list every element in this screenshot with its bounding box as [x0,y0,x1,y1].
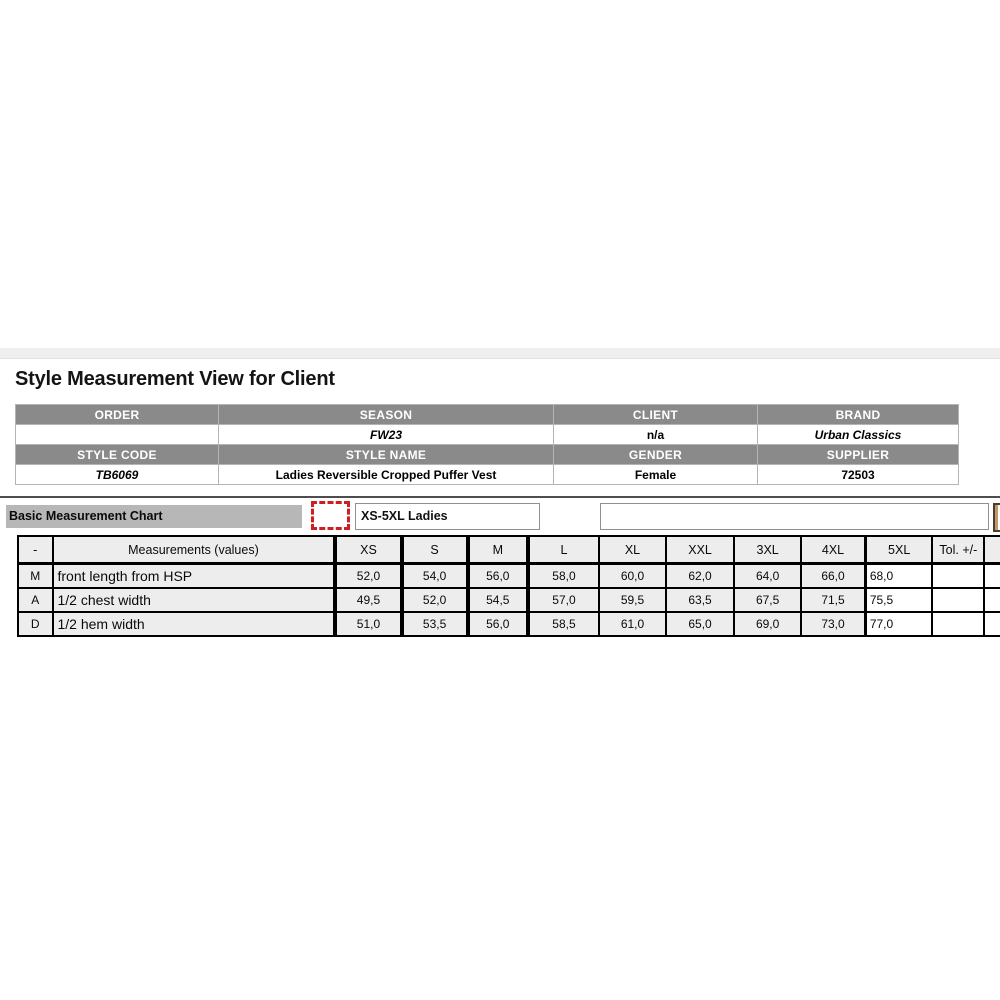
value-cell-5xl: 68,0 [864,562,934,589]
value-cell-5xl: 77,0 [864,611,934,637]
row-code: M [17,562,54,589]
style-info-table: ORDER SEASON CLIENT BRAND FW23 n/a Urban… [15,404,959,485]
season-header: SEASON [218,404,554,425]
cutoff-button[interactable] [993,503,1000,532]
cutoff-cell [983,562,1000,589]
value-cell: 53,5 [400,611,470,637]
cutoff-cell [983,611,1000,637]
value-cell: 69,0 [733,611,803,637]
value-cell: 54,0 [400,562,470,589]
value-cell: 61,0 [597,611,668,637]
comment-input[interactable] [600,503,989,530]
measurement-row-D: D 1/2 hem width 51,0 53,5 56,0 58,5 61,0… [17,611,1000,637]
gender-header: GENDER [553,444,758,465]
value-cell: 49,5 [334,587,404,613]
value-cell: 66,0 [800,562,867,589]
value-cell: 73,0 [800,611,867,637]
value-cell: 63,5 [665,587,736,613]
measurement-table: - Measurements (values) XS S M L XL XXL … [17,535,1000,637]
value-cell: 58,0 [526,562,600,589]
cutoff-header-cell [983,535,1000,565]
measurement-header-row: - Measurements (values) XS S M L XL XXL … [17,535,1000,565]
measurement-row-A: A 1/2 chest width 49,5 52,0 54,5 57,0 59… [17,587,1000,613]
size-header-4xl: 4XL [800,535,867,565]
order-value [15,424,219,445]
cutoff-cell [983,587,1000,613]
size-header-s: S [400,535,470,565]
client-value: n/a [553,424,758,445]
tolerance-header: Tol. +/- [931,535,986,565]
measurement-name: 1/2 hem width [51,611,338,637]
value-cell-5xl: 75,5 [864,587,934,613]
page-title: Style Measurement View for Client [15,368,335,390]
basic-measurement-chart-label: Basic Measurement Chart [6,505,302,528]
measurement-row-M: M front length from HSP 52,0 54,0 56,0 5… [17,562,1000,589]
red-dashed-checkbox[interactable] [311,501,350,530]
style-code-header: STYLE CODE [15,444,219,465]
client-header: CLIENT [553,404,758,425]
info-header-row-1: ORDER SEASON CLIENT BRAND [15,404,959,425]
measurements-header: Measurements (values) [51,535,338,565]
size-header-5xl: 5XL [864,535,934,565]
row-code: D [17,611,54,637]
tolerance-cell[interactable] [931,587,986,613]
tolerance-cell[interactable] [931,562,986,589]
gender-value: Female [553,464,758,485]
corner-header: - [17,535,54,565]
style-name-value: Ladies Reversible Cropped Puffer Vest [218,464,554,485]
value-cell: 64,0 [733,562,803,589]
measurement-name: front length from HSP [51,562,338,589]
size-range-input[interactable]: XS-5XL Ladies [355,503,540,530]
brand-header: BRAND [757,404,959,425]
size-header-xl: XL [597,535,668,565]
order-header: ORDER [15,404,219,425]
value-cell: 67,5 [733,587,803,613]
info-value-row-2: TB6069 Ladies Reversible Cropped Puffer … [15,464,959,485]
supplier-header: SUPPLIER [757,444,959,465]
info-header-row-2: STYLE CODE STYLE NAME GENDER SUPPLIER [15,444,959,465]
cutoff-button-edge [995,505,998,530]
season-value: FW23 [218,424,554,445]
size-header-m: M [466,535,530,565]
section-divider [0,496,1000,498]
value-cell: 57,0 [526,587,600,613]
value-cell: 62,0 [665,562,736,589]
value-cell: 59,5 [597,587,668,613]
value-cell: 71,5 [800,587,867,613]
measurement-name: 1/2 chest width [51,587,338,613]
brand-value: Urban Classics [757,424,959,445]
value-cell: 54,5 [466,587,530,613]
size-header-xs: XS [334,535,404,565]
value-cell: 52,0 [334,562,404,589]
value-cell: 51,0 [334,611,404,637]
value-cell: 56,0 [466,562,530,589]
style-name-header: STYLE NAME [218,444,554,465]
size-header-xxl: XXL [665,535,736,565]
value-cell: 56,0 [466,611,530,637]
style-code-value: TB6069 [15,464,219,485]
supplier-value: 72503 [757,464,959,485]
size-header-3xl: 3XL [733,535,803,565]
value-cell: 60,0 [597,562,668,589]
tolerance-cell[interactable] [931,611,986,637]
size-header-l: L [526,535,600,565]
value-cell: 65,0 [665,611,736,637]
info-value-row-1: FW23 n/a Urban Classics [15,424,959,445]
top-band [0,348,1000,359]
value-cell: 58,5 [526,611,600,637]
value-cell: 52,0 [400,587,470,613]
row-code: A [17,587,54,613]
